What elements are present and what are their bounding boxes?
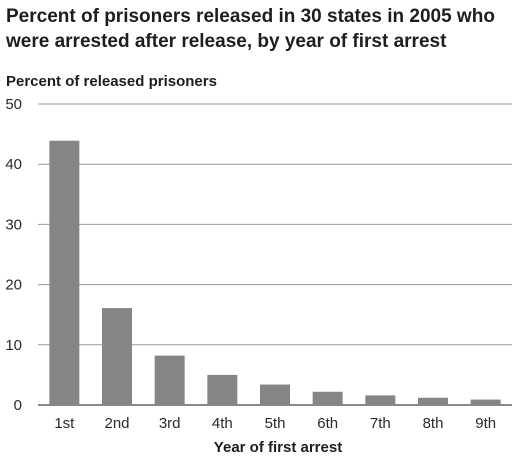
y-tick-label: 30 [5, 216, 22, 233]
x-tick-label: 8th [423, 415, 444, 432]
y-axis-label: Percent of released prisoners [6, 73, 217, 90]
bar-6th [312, 391, 343, 405]
chart-title-line-1: Percent of prisoners released in 30 stat… [6, 6, 495, 27]
x-tick-label: 4th [212, 415, 233, 432]
x-tick-labels: 1st 2nd 3rd 4th 5th 6th 7th 8th 9th [54, 415, 496, 432]
x-tick-label: 3rd [159, 415, 181, 432]
bar-1st [49, 140, 80, 406]
bar-5th [260, 384, 290, 405]
bar-9th [470, 399, 501, 405]
x-tick-label: 7th [370, 415, 391, 432]
x-tick-label: 2nd [104, 415, 129, 432]
y-tick-label: 0 [14, 397, 22, 414]
y-tick-label: 50 [5, 96, 22, 113]
x-tick-label: 6th [317, 415, 338, 432]
bar-3rd [154, 355, 185, 405]
chart-title-line-2: were arrested after release, by year of … [5, 31, 447, 52]
bar-8th [418, 397, 448, 405]
y-tick-label: 10 [5, 337, 22, 354]
x-axis-label: Year of first arrest [214, 439, 342, 456]
x-tick-label: 1st [54, 415, 75, 432]
bar-4th [207, 374, 238, 405]
bar-2nd [102, 308, 132, 405]
bar-7th [365, 395, 396, 405]
y-tick-label: 40 [5, 156, 22, 173]
y-tick-label: 20 [5, 277, 22, 294]
bars [49, 140, 501, 406]
y-tick-labels: 0 10 20 30 40 50 [5, 96, 22, 414]
x-tick-label: 9th [475, 415, 496, 432]
x-tick-label: 5th [265, 415, 286, 432]
